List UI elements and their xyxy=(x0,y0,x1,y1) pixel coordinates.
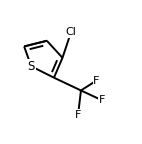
Text: F: F xyxy=(99,95,105,105)
Text: Cl: Cl xyxy=(66,27,76,37)
Text: F: F xyxy=(75,110,81,120)
Text: F: F xyxy=(93,75,100,86)
Text: S: S xyxy=(28,60,35,73)
